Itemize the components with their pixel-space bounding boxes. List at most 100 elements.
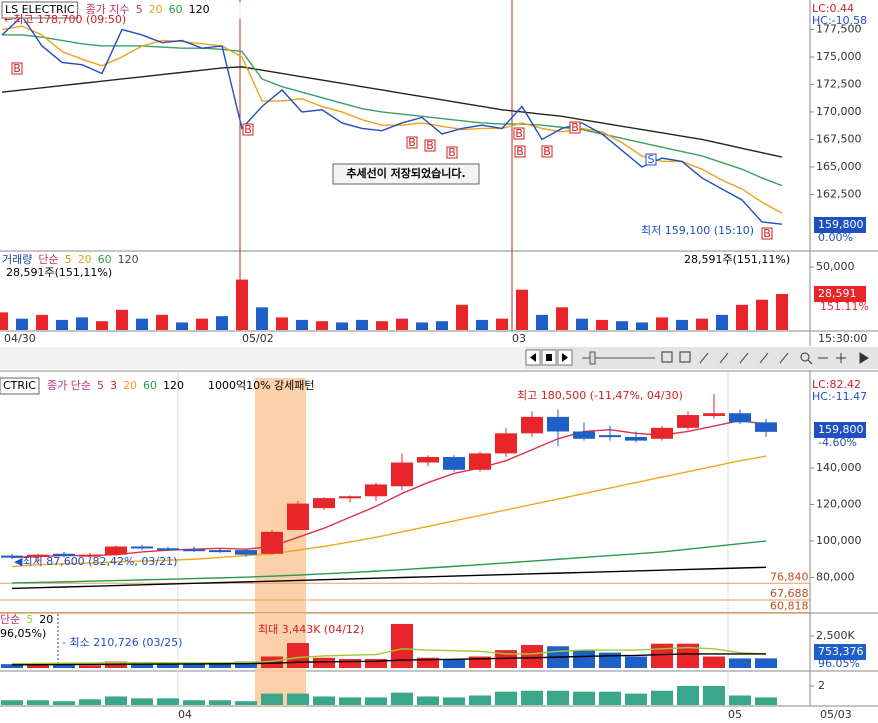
volume-bar	[469, 656, 491, 668]
volume-bar	[276, 317, 288, 330]
signal-box	[645, 153, 657, 166]
indicator-bar	[287, 693, 309, 705]
signal: B	[426, 139, 434, 152]
min-label: 최저 159,100 (15:10)	[641, 224, 754, 237]
legend-bg	[0, 2, 245, 19]
tool-icon[interactable]	[699, 352, 789, 364]
indicator-bar	[521, 690, 543, 705]
indicator-bar	[625, 693, 647, 705]
candle-body	[677, 415, 699, 428]
x-tick-label: 05/03	[820, 708, 852, 721]
indicator-bar	[79, 699, 101, 705]
slider-thumb[interactable]	[589, 351, 596, 365]
y-tick-label: 177,500	[816, 22, 862, 35]
volume-bar	[436, 321, 448, 330]
ratio-label: 151.11%	[820, 300, 869, 313]
zoom-icon[interactable]	[807, 359, 813, 365]
volume-bar	[261, 656, 283, 668]
signal: B	[13, 62, 21, 75]
tool-icon[interactable]	[661, 351, 673, 363]
volume-bar	[96, 321, 108, 330]
indicator-bar	[677, 685, 699, 705]
candle-body	[729, 413, 751, 423]
min-label: ◀최저 87,600 (82,42%, 03/21)	[14, 555, 177, 568]
indicator-bar	[443, 697, 465, 705]
max-label: ←최고 178,700 (09:50)	[4, 13, 126, 26]
volume-average	[11, 646, 767, 665]
indicator-bar	[365, 697, 387, 705]
indicator-bar	[547, 690, 569, 705]
volume-bar	[729, 658, 751, 668]
legend-item: 단순	[38, 253, 58, 266]
value-box-label: 28,591	[818, 287, 857, 300]
signal-box	[446, 146, 458, 159]
legend-item: 5	[65, 253, 72, 266]
change-label: 0.00%	[818, 231, 853, 244]
volume-bar	[236, 279, 248, 330]
volume-bar	[416, 322, 428, 330]
volume-bar	[396, 318, 408, 330]
volume-bar	[716, 314, 728, 330]
legend-item: 종가 지수	[86, 3, 130, 16]
indicator-bar	[755, 697, 777, 705]
indicator-bar	[599, 691, 621, 705]
y-tick-label: 172,500	[816, 77, 862, 90]
volume-bar	[176, 322, 188, 330]
moving-average	[11, 419, 767, 559]
y-tick-label: 100,000	[816, 534, 862, 547]
signal-box	[242, 123, 254, 136]
volume-bar	[157, 663, 179, 668]
volume-bar	[456, 304, 468, 330]
legend-item: 20	[123, 379, 137, 392]
volume-bar	[556, 307, 568, 330]
candle-body	[625, 436, 647, 441]
y-tick-label: 165,000	[816, 160, 862, 173]
volume-text-right: 28,591주(151,11%)	[684, 253, 790, 266]
price-line	[1, 66, 783, 158]
candle-body	[235, 550, 257, 555]
volume-bar	[656, 317, 668, 330]
volume-bar	[696, 318, 708, 330]
legend-item: 거래량	[2, 253, 32, 266]
volume-bar	[209, 663, 231, 668]
lc-label: LC:82.42	[812, 378, 861, 391]
indicator-bar	[209, 700, 231, 705]
volume-bar	[56, 319, 68, 330]
max-label: 최대 3,443K (04/12)	[258, 623, 364, 636]
indicator-bar	[27, 700, 49, 705]
candle-body	[183, 549, 205, 552]
legend-item: 5	[136, 3, 143, 16]
scrollbar[interactable]	[0, 347, 525, 369]
volume-bar	[196, 318, 208, 330]
plus-icon[interactable]	[836, 353, 846, 363]
candle-body	[131, 546, 153, 549]
playback-buttons	[525, 349, 869, 366]
volume-bar	[703, 656, 725, 668]
volume-bar	[676, 319, 688, 330]
candle-body	[703, 413, 725, 416]
play-icon[interactable]	[859, 352, 869, 364]
ratio-label: 96.05%	[818, 657, 860, 670]
tool-icon[interactable]	[679, 351, 691, 363]
level-label: 67,688	[770, 587, 809, 600]
indicator-bar	[183, 700, 205, 705]
volume-bar	[1, 664, 23, 668]
candle-body	[443, 457, 465, 470]
legend-item: 20	[149, 3, 163, 16]
indicator-bar	[703, 685, 725, 705]
candle-body	[417, 457, 439, 463]
volume-bar	[443, 659, 465, 668]
icon	[562, 353, 568, 362]
x-tick-label: 04/30	[4, 332, 36, 345]
zoom-icon[interactable]	[800, 352, 810, 362]
signal: B	[408, 136, 416, 149]
volume-bar	[755, 658, 777, 668]
volume-bar	[256, 307, 268, 330]
volume-bar	[576, 318, 588, 330]
volume-bar	[79, 665, 101, 668]
legend-item: 120	[118, 253, 139, 266]
icon	[546, 354, 552, 361]
candle-body	[651, 427, 673, 439]
candle-body	[209, 550, 231, 553]
volume-bar	[596, 319, 608, 330]
